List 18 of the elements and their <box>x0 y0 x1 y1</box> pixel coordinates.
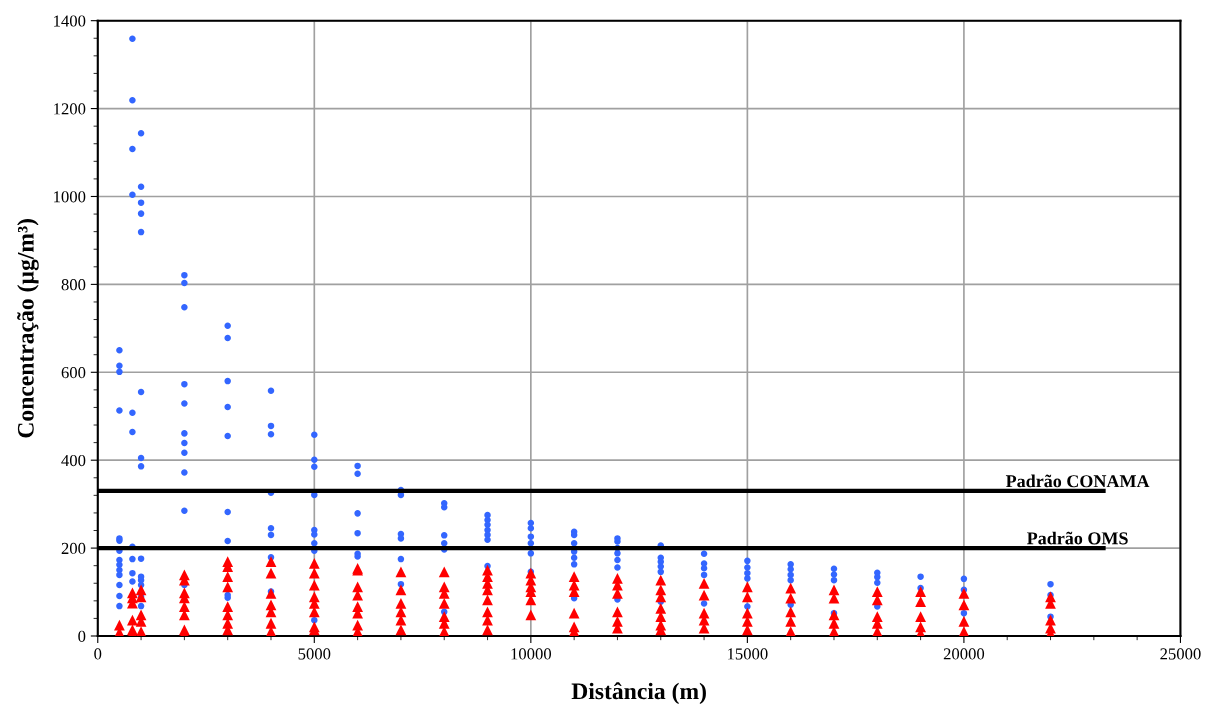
x-tick-label: 20000 <box>943 648 985 660</box>
y-tick-label: 400 <box>61 454 86 467</box>
x-tick-label: 15000 <box>728 648 768 660</box>
y-tick-label: 1400 <box>54 15 86 27</box>
y-tick-label: 1200 <box>54 103 86 115</box>
y-tick-label: 1000 <box>54 191 86 203</box>
x-axis-title: Distância (m) <box>571 682 706 705</box>
y-axis-title: Concentração (µg/m³) <box>17 219 39 438</box>
x-tick-label: 5000 <box>298 648 331 660</box>
y-tick-label: 0 <box>78 630 86 642</box>
ref-line-label: Padrão CONAMA <box>1005 474 1150 488</box>
y-tick-label: 800 <box>61 279 86 291</box>
x-tick-label: 10000 <box>511 648 552 660</box>
y-tick-label: 200 <box>61 542 86 555</box>
x-tick-label: 25000 <box>1160 648 1201 660</box>
y-tick-label: 600 <box>61 366 86 379</box>
ref-line-label: Padrão OMS <box>1027 531 1128 545</box>
x-tick-label: 0 <box>94 648 102 660</box>
